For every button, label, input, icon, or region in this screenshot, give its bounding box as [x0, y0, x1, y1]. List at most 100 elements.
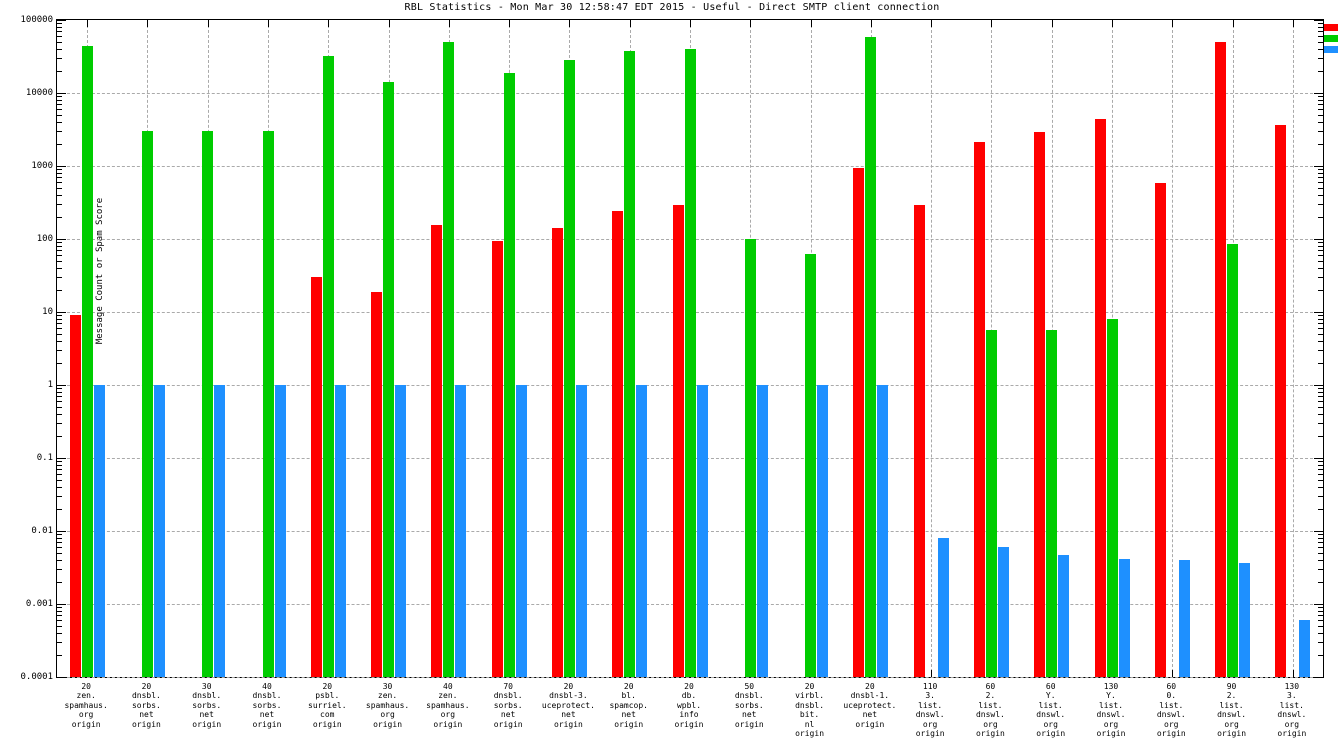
y-gridline — [57, 677, 1323, 678]
y-axis-minor-tick — [1318, 363, 1323, 365]
y-axis-minor-tick — [1318, 642, 1323, 644]
x-axis-category-line: 0. — [1166, 691, 1177, 701]
x-axis-category-line: dnsbl. — [493, 691, 523, 701]
y-axis-minor-tick — [57, 328, 62, 330]
x-axis-category-line: 2. — [1226, 691, 1237, 701]
y-axis-minor-tick — [57, 341, 62, 343]
x-axis-category-line: origin — [1096, 729, 1126, 739]
x-axis-tick — [810, 20, 812, 27]
bar-not-spam — [1215, 41, 1227, 677]
x-axis-category-line: dnswl. — [1036, 710, 1066, 720]
y-axis-minor-tick — [57, 625, 62, 627]
y-axis-minor-tick — [1318, 217, 1323, 219]
y-axis-minor-tick — [57, 615, 62, 617]
x-gridline — [1172, 20, 1174, 677]
y-axis-minor-tick — [1318, 569, 1323, 571]
y-axis-tick — [1314, 531, 1323, 532]
x-axis-category-line: 70 — [503, 682, 513, 691]
bar-not-spam — [1034, 132, 1046, 677]
y-axis-tick — [1314, 385, 1323, 386]
y-axis-minor-tick — [1318, 122, 1323, 124]
x-axis-category-line: origin — [1156, 729, 1186, 739]
x-axis-category-line: origin — [1217, 729, 1247, 739]
y-axis-tick — [57, 385, 66, 386]
y-axis-minor-tick — [57, 414, 62, 416]
x-axis-category-line: org — [78, 710, 94, 720]
y-axis-minor-tick — [1318, 41, 1323, 43]
y-axis-minor-tick — [1318, 277, 1323, 279]
bar-score — [455, 385, 467, 677]
x-axis-category-label: 20 dnsbl-3. uceprotect. net origin — [538, 682, 598, 729]
bar-score — [1118, 558, 1130, 677]
x-axis-category-line: 110 — [922, 682, 938, 691]
x-axis-tick — [629, 20, 631, 27]
y-axis-minor-tick — [1318, 436, 1323, 438]
x-axis-category-line: org — [1224, 719, 1239, 729]
x-axis-category-line: spamcop. — [609, 700, 648, 710]
bar-score — [636, 385, 648, 677]
x-axis-tick — [1172, 670, 1174, 677]
x-axis-category-line: origin — [614, 719, 644, 729]
y-axis-minor-tick — [57, 465, 62, 467]
y-axis-minor-tick — [57, 396, 62, 398]
bar-score — [93, 385, 105, 677]
x-axis-category-line: bl. — [621, 691, 636, 701]
x-axis-category-line: 20 — [804, 682, 815, 691]
x-axis-category-line: origin — [855, 719, 885, 729]
y-axis-minor-tick — [1318, 406, 1323, 408]
bar-score — [817, 385, 829, 677]
x-axis-category-line: zen. — [377, 691, 398, 701]
x-axis-category-line: net — [742, 710, 757, 720]
y-axis-minor-tick — [57, 49, 62, 51]
y-axis-minor-tick — [1318, 242, 1323, 244]
x-axis-category-line: 20 — [322, 682, 333, 691]
y-axis-minor-tick — [57, 469, 62, 471]
y-axis-tick — [57, 604, 66, 605]
plot-area: Message Count or Spam Score 0.0001 0.001 0… — [20, 15, 1324, 682]
y-axis-minor-tick — [57, 607, 62, 609]
x-axis-category-line: net — [862, 710, 878, 720]
x-axis-category-line: origin — [734, 719, 764, 729]
x-axis-category-line: dnswl. — [1156, 710, 1186, 720]
x-axis-category-line: 3. — [925, 691, 935, 701]
x-axis-category-line: zen. — [76, 691, 96, 701]
y-axis-tick — [1314, 677, 1323, 678]
bar-score — [756, 385, 768, 677]
y-axis-tick — [1314, 458, 1323, 459]
x-axis-category-line: origin — [795, 729, 825, 739]
y-axis-minor-tick — [57, 423, 62, 425]
bar-not-spam — [612, 211, 624, 677]
y-axis-minor-tick — [57, 655, 62, 657]
x-axis-category-line: origin — [674, 719, 704, 729]
x-axis-category-line: org — [922, 719, 938, 729]
x-axis-category-label: 60 0. list. dnswl. org origin — [1141, 682, 1201, 738]
bar-not-spam — [551, 228, 563, 677]
y-axis-minor-tick — [57, 547, 62, 549]
y-axis-minor-tick — [57, 461, 62, 463]
bar-score — [274, 385, 286, 677]
y-axis-minor-tick — [1318, 71, 1323, 73]
x-axis-category-line: list. — [1038, 700, 1063, 710]
bar-not-spam — [310, 277, 322, 677]
x-axis-category-line: virbl. — [795, 691, 825, 701]
bar-spam — [503, 72, 515, 677]
y-axis-minor-tick — [1318, 465, 1323, 467]
bar-not-spam — [1094, 119, 1106, 677]
x-axis-category-line: dnsbl. — [131, 691, 161, 701]
y-axis-minor-tick — [1318, 173, 1323, 175]
bar-score — [515, 385, 527, 677]
y-axis-minor-tick — [57, 487, 62, 489]
x-axis-category-label: 20 virbl. dnsbl. bit. nl origin — [779, 682, 839, 738]
bar-score — [937, 538, 949, 677]
y-axis-minor-tick — [1318, 479, 1323, 481]
bar-score — [153, 385, 165, 677]
y-axis-minor-tick — [57, 534, 62, 536]
x-axis-category-line: origin — [553, 719, 583, 729]
y-axis-minor-tick — [57, 100, 62, 102]
y-axis-minor-tick — [1318, 401, 1323, 403]
x-axis-category-line: 20 — [684, 682, 694, 691]
x-axis-category-label: 30 dnsbl. sorbs. net origin — [177, 682, 237, 729]
bar-not-spam — [1154, 183, 1166, 677]
x-axis-category-line: 130 — [1284, 682, 1300, 691]
bar-spam — [865, 37, 877, 677]
